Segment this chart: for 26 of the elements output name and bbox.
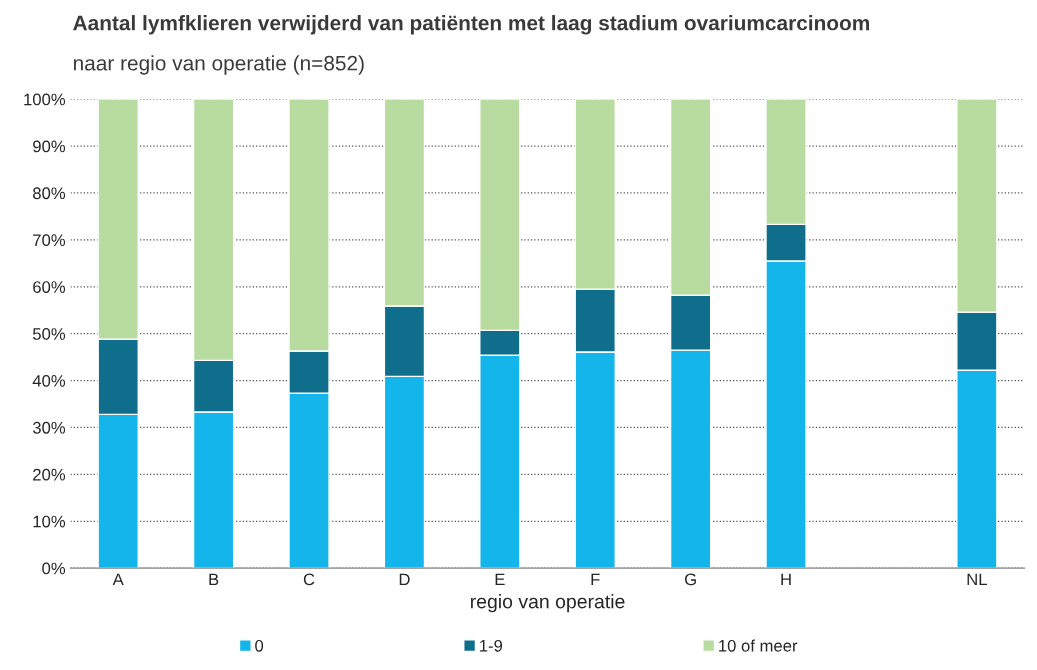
- x-tick-label: G: [685, 573, 696, 586]
- x-axis-title: regio van operatie: [471, 594, 625, 613]
- y-tick-label: 70%: [33, 234, 66, 247]
- y-tick-label: 50%: [32, 328, 66, 340]
- legend-label: 10 of meer: [719, 639, 798, 652]
- y-tick-label: 90%: [33, 140, 66, 153]
- y-tick-label: 80%: [33, 187, 66, 200]
- x-tick-label: B: [209, 573, 219, 586]
- x-tick-label: A: [112, 573, 124, 586]
- x-tick-label: C: [303, 573, 315, 586]
- y-tick-label: 10%: [33, 515, 66, 528]
- x-tick-label: D: [399, 573, 410, 586]
- chart-subtitle: naar regio van operatie (n=852): [73, 55, 364, 75]
- y-tick-label: 60%: [33, 281, 66, 293]
- y-tick-label: 0%: [42, 562, 66, 575]
- x-tick-label: F: [591, 573, 600, 586]
- x-tick-label: H: [781, 573, 791, 586]
- y-tick-label: 100%: [24, 93, 66, 106]
- y-tick-label: 30%: [32, 421, 66, 434]
- legend-label: 1-9: [480, 639, 503, 652]
- x-tick-label: NL: [967, 573, 987, 586]
- x-tick-label: E: [495, 573, 505, 586]
- legend-label: 0: [255, 639, 264, 652]
- chart-title: Aantal lymfklieren verwijderd van patiënten met laag stadium ovariumcarcinoom: [73, 15, 869, 35]
- y-tick-label: 40%: [32, 374, 66, 387]
- y-tick-label: 20%: [33, 468, 66, 481]
